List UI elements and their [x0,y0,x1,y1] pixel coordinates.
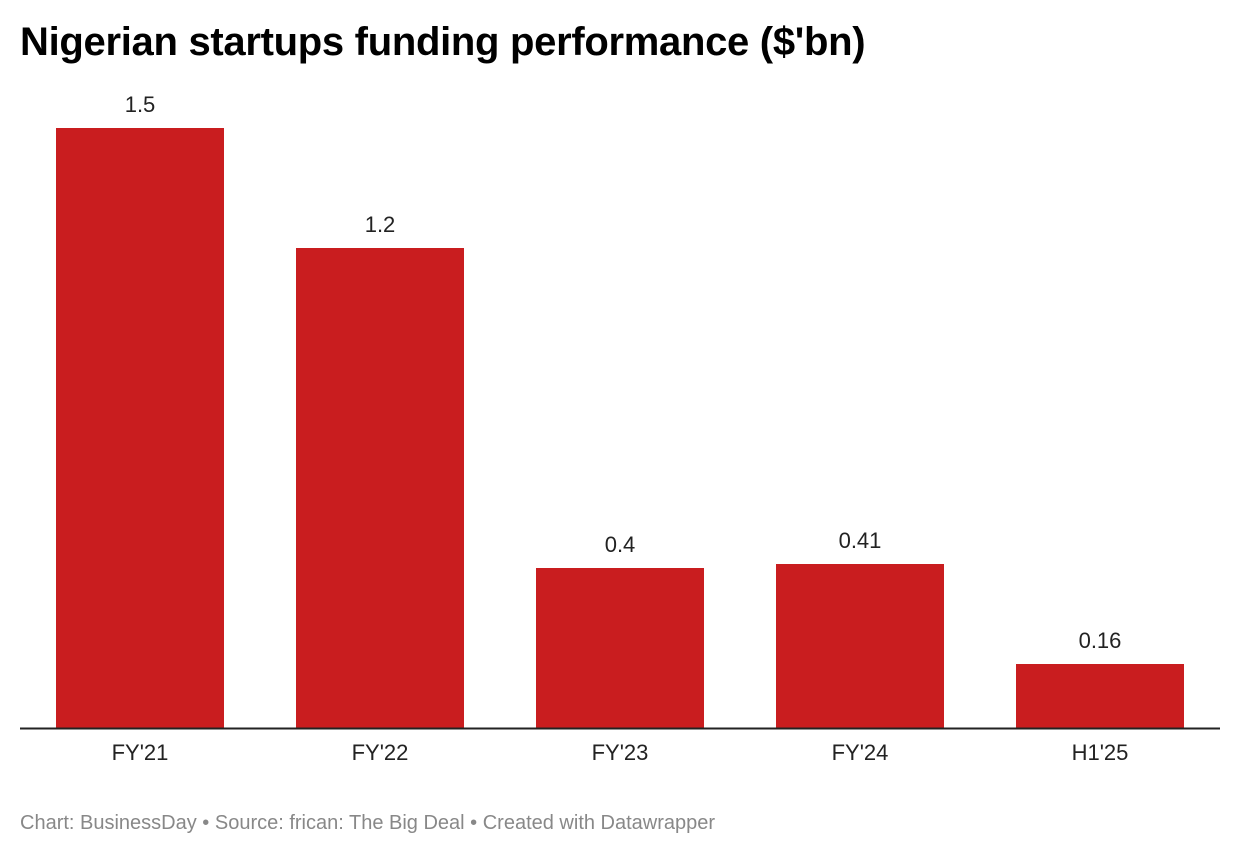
value-label: 0.4 [605,532,636,557]
value-label: 0.16 [1079,628,1122,653]
x-tick-label: FY'22 [352,740,409,765]
chart-footer: Chart: BusinessDay • Source: frican: The… [20,812,716,834]
x-tick-label: H1'25 [1072,740,1129,765]
value-label: 0.41 [839,528,882,553]
bar [536,568,704,728]
x-tick-label: FY'21 [112,740,169,765]
bar-chart: 1.5 FY'21 1.2 FY'22 0.4 FY'23 0.41 FY'24 0.16 H1'… [20,92,1220,765]
bar [296,248,464,728]
value-label: 1.2 [365,212,396,237]
value-label: 1.5 [125,92,156,117]
x-tick-label: FY'24 [832,740,889,765]
bar [1016,664,1184,728]
bar [56,128,224,728]
x-tick-label: FY'23 [592,740,649,765]
bar [776,564,944,728]
chart-title: Nigerian startups funding performance ($… [20,20,866,64]
